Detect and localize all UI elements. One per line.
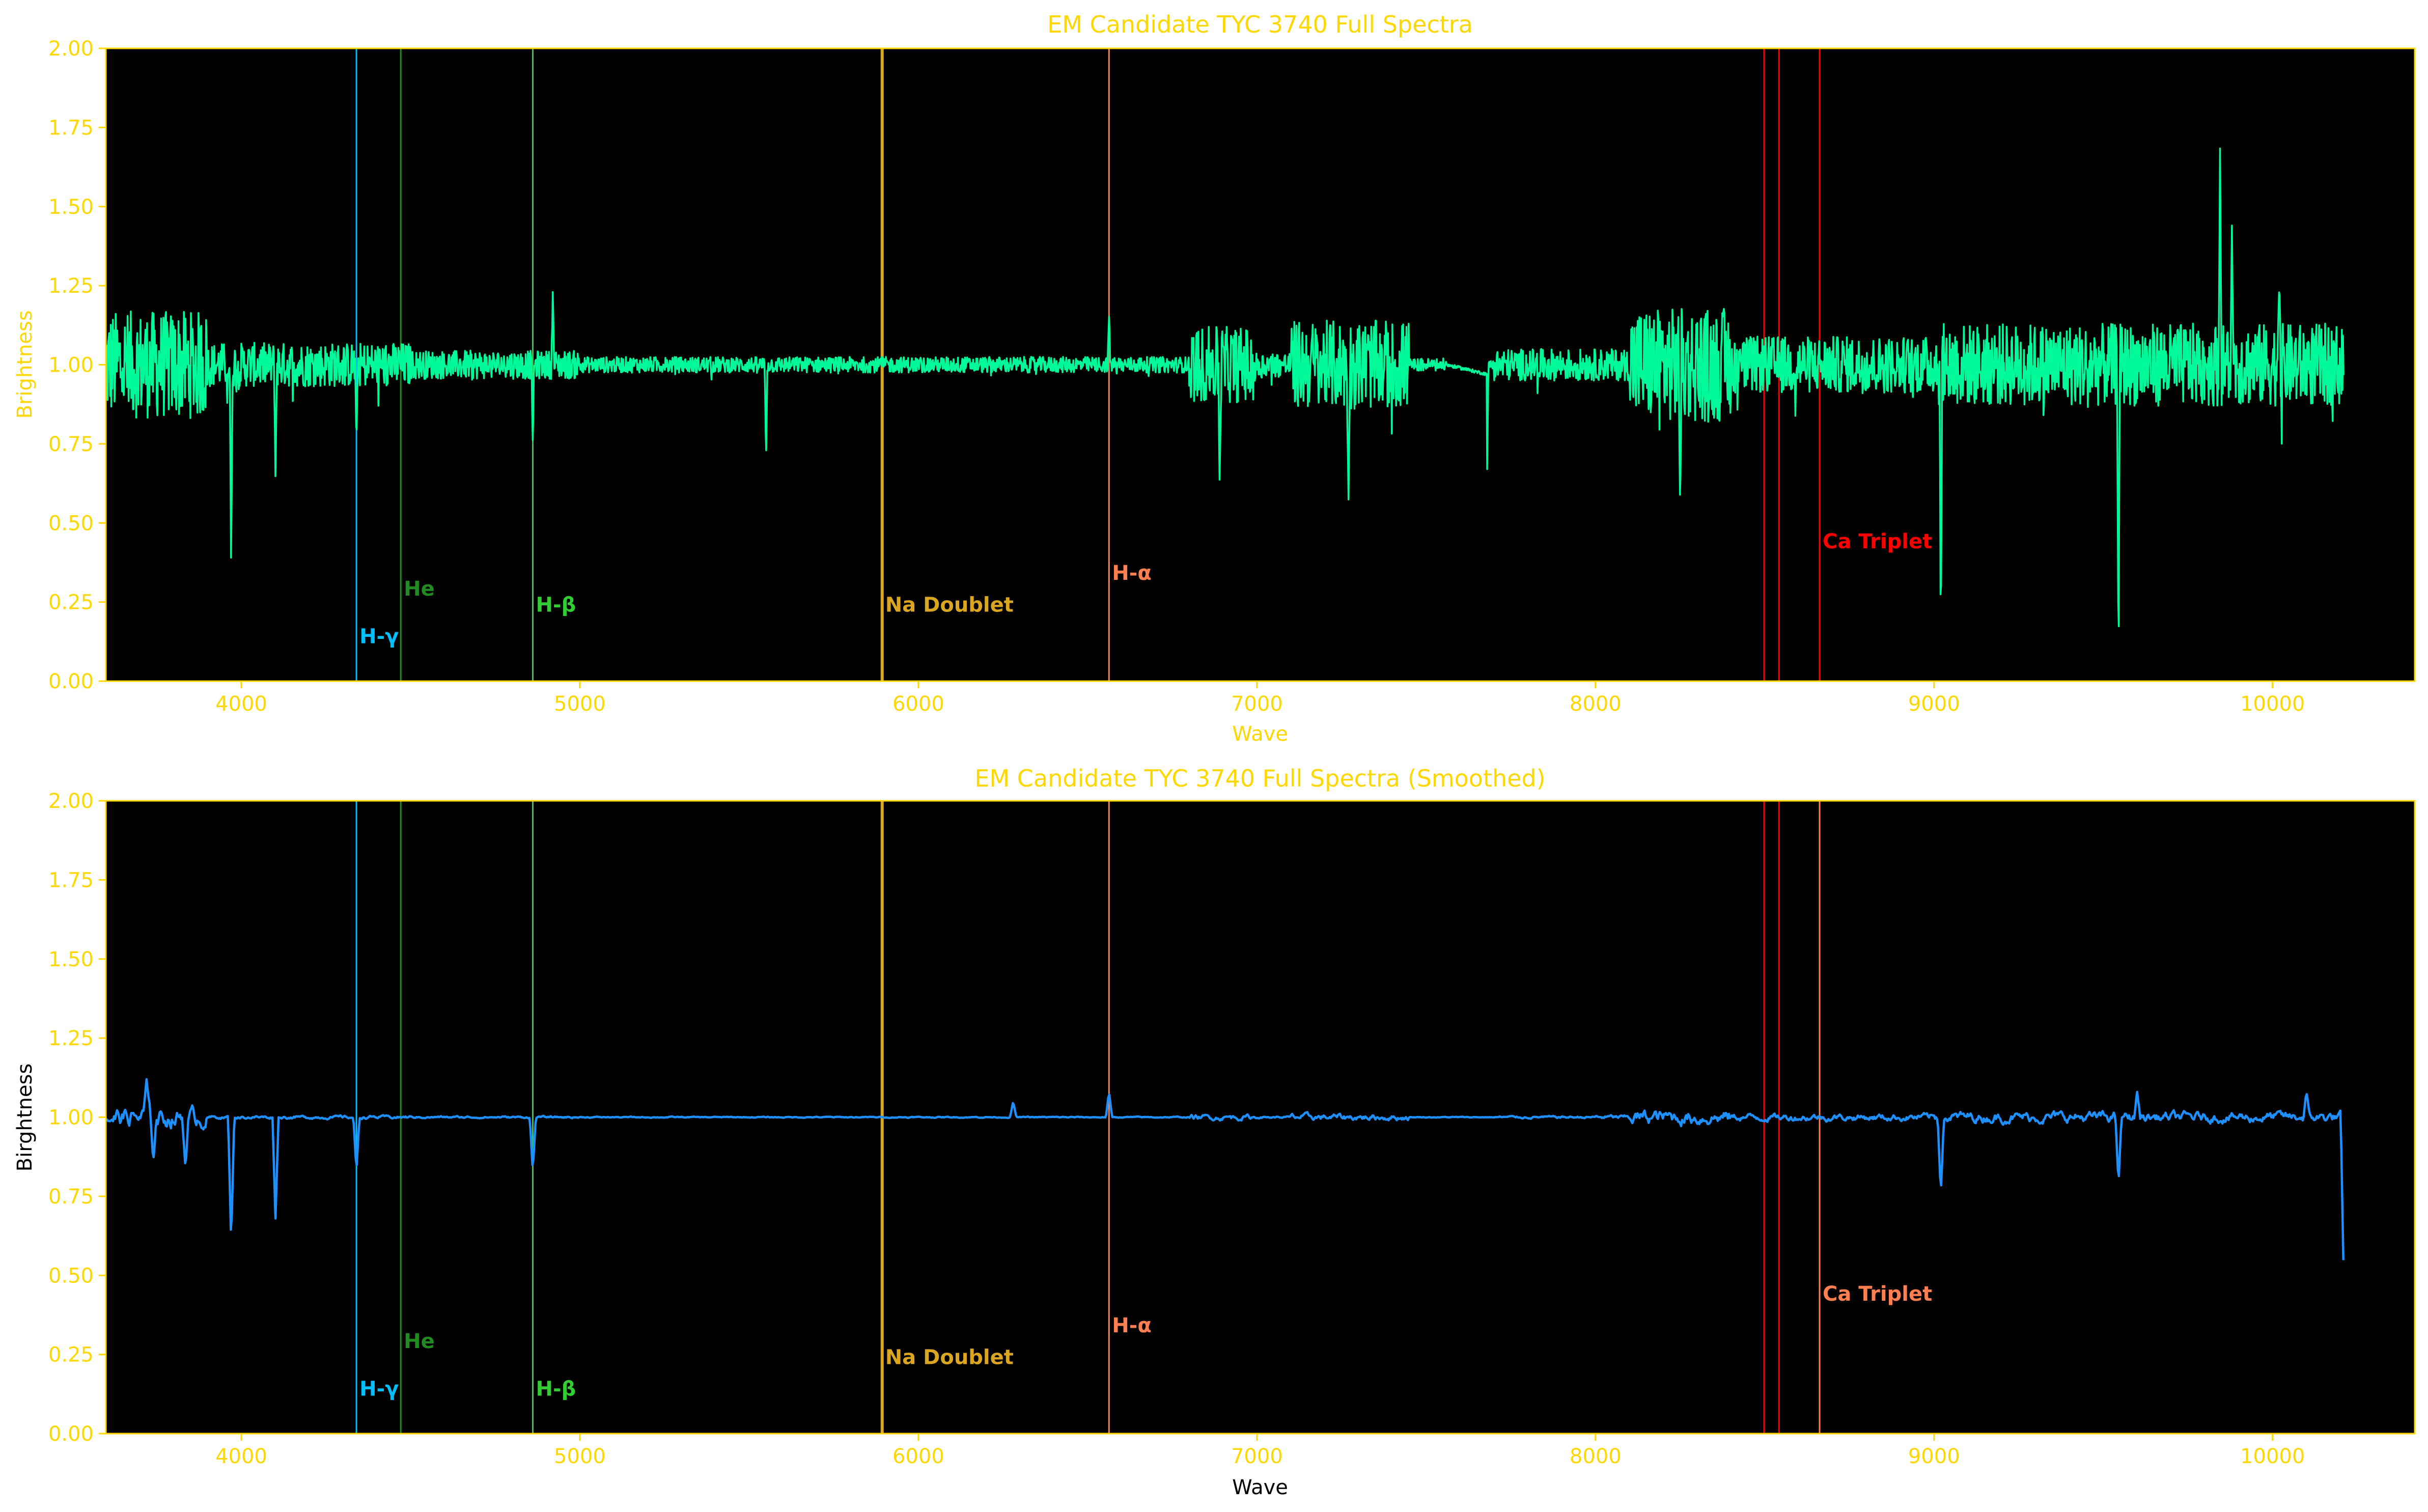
spectral-line-label: H-γ xyxy=(359,1377,399,1401)
spectral-line-label: He xyxy=(404,577,435,601)
data-series xyxy=(105,1078,2345,1261)
x-tick-label: 10000 xyxy=(2240,1445,2305,1468)
x-tick-label: 5000 xyxy=(554,692,606,716)
y-axis-label: Birghtness xyxy=(13,1063,37,1171)
spectral-line-label: Ca Triplet xyxy=(1823,530,1932,553)
y-tick-label: 0.75 xyxy=(48,1185,94,1209)
y-tick-label: 0.00 xyxy=(48,1422,94,1446)
y-tick-label: 2.00 xyxy=(48,37,94,61)
spectral-line-label: H-α xyxy=(1112,562,1152,585)
x-tick-label: 7000 xyxy=(1231,692,1283,716)
spectral-line-label: H-γ xyxy=(359,625,399,648)
spectral-line-label: Ca Triplet xyxy=(1823,1282,1932,1306)
x-tick-label: 8000 xyxy=(1570,1445,1622,1468)
y-tick-label: 0.00 xyxy=(48,670,94,693)
spectrum-panel-smoothed: EM Candidate TYC 3740 Full Spectra (Smoo… xyxy=(13,765,2416,1499)
x-tick-label: 9000 xyxy=(1908,1445,1960,1468)
spectral-line-label: H-β xyxy=(536,593,576,617)
spectral-line-label: He xyxy=(404,1330,435,1353)
chart-title: EM Candidate TYC 3740 Full Spectra xyxy=(1047,11,1473,38)
spectrum-line xyxy=(105,147,2345,627)
spectral-line-markers: H-γ He H-β Na Doublet H-α Ca Triplet xyxy=(355,801,1932,1434)
spectral-line-markers: H-γ He H-β Na Doublet H-α Ca Triplet xyxy=(355,48,1932,681)
y-tick-label: 1.75 xyxy=(48,116,94,139)
chart-title: EM Candidate TYC 3740 Full Spectra (Smoo… xyxy=(974,765,1545,792)
x-axis-label: Wave xyxy=(1232,1476,1288,1499)
x-tick-label: 9000 xyxy=(1908,692,1960,716)
x-axis-ticks: 4000 5000 6000 7000 8000 9000 10000 xyxy=(215,681,2305,716)
x-tick-label: 4000 xyxy=(215,692,267,716)
x-axis-ticks: 4000 5000 6000 7000 8000 9000 10000 xyxy=(215,1434,2305,1468)
y-tick-label: 1.00 xyxy=(48,354,94,377)
x-tick-label: 8000 xyxy=(1570,692,1622,716)
x-tick-label: 10000 xyxy=(2240,692,2305,716)
y-axis-ticks: 0.00 0.25 0.50 0.75 1.00 1.25 1.50 1.75 2.00 xyxy=(48,790,106,1446)
x-axis-label: Wave xyxy=(1232,722,1288,746)
spectral-line-label: Na Doublet xyxy=(885,593,1014,617)
y-tick-label: 0.50 xyxy=(48,512,94,535)
x-tick-label: 6000 xyxy=(892,1445,944,1468)
y-tick-label: 1.25 xyxy=(48,274,94,298)
data-series xyxy=(105,147,2345,627)
y-tick-label: 0.50 xyxy=(48,1264,94,1287)
x-tick-label: 5000 xyxy=(554,1445,606,1468)
y-tick-label: 0.75 xyxy=(48,433,94,456)
spectral-line-label: Na Doublet xyxy=(885,1346,1014,1369)
y-axis-ticks: 0.00 0.25 0.50 0.75 1.00 1.25 1.50 1.75 2.00 xyxy=(48,37,106,693)
spectral-line-label: H-α xyxy=(1112,1314,1152,1337)
y-tick-label: 0.25 xyxy=(48,1343,94,1367)
x-tick-label: 6000 xyxy=(892,692,944,716)
spectral-line-label: H-β xyxy=(536,1377,576,1401)
x-tick-label: 7000 xyxy=(1231,1445,1283,1468)
y-tick-label: 1.75 xyxy=(48,869,94,892)
y-tick-label: 1.00 xyxy=(48,1106,94,1130)
spectrum-panel-raw: EM Candidate TYC 3740 Full Spectra H-γ He… xyxy=(13,11,2416,746)
y-axis-label: Brightness xyxy=(13,310,37,418)
x-tick-label: 4000 xyxy=(215,1445,267,1468)
y-tick-label: 1.50 xyxy=(48,195,94,219)
y-tick-label: 2.00 xyxy=(48,790,94,813)
spectrum-line xyxy=(105,1078,2345,1261)
y-tick-label: 1.25 xyxy=(48,1027,94,1050)
y-tick-label: 0.25 xyxy=(48,591,94,614)
y-tick-label: 1.50 xyxy=(48,948,94,971)
